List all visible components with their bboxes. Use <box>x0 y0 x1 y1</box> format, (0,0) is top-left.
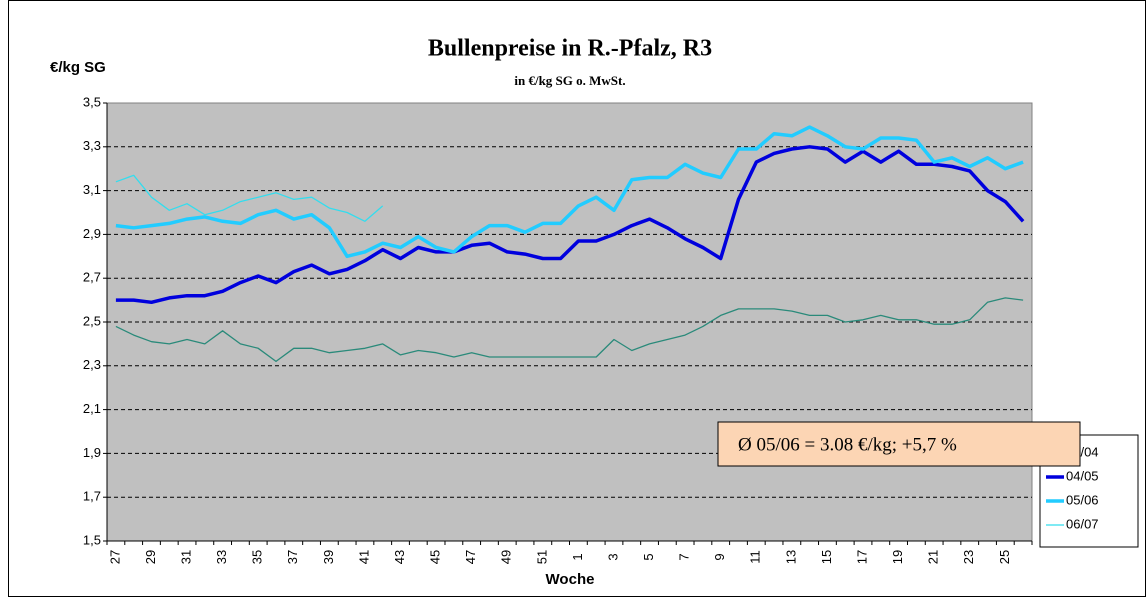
x-axis-label: Woche <box>546 571 595 588</box>
legend-label: 05/06 <box>1066 492 1099 507</box>
x-tick-label: 15 <box>819 550 834 564</box>
series-line <box>115 145 1025 305</box>
x-tick-label: 23 <box>961 550 976 564</box>
x-tick-label: 47 <box>463 550 478 564</box>
series-line <box>115 174 384 222</box>
y-tick-label: 3,1 <box>83 182 101 197</box>
legend-label: 06/07 <box>1066 516 1099 531</box>
x-tick-label: 1 <box>570 553 585 560</box>
x-tick-label: 7 <box>677 553 692 560</box>
y-tick-label: 2,5 <box>83 313 101 328</box>
y-tick-label: 2,3 <box>83 357 101 372</box>
legend-label: 04/05 <box>1066 468 1099 483</box>
x-tick-label: 43 <box>392 550 407 564</box>
y-tick-label: 2,7 <box>83 270 101 285</box>
x-tick-label: 19 <box>890 550 905 564</box>
y-tick-label: 1,5 <box>83 532 101 547</box>
x-tick-label: 27 <box>107 550 122 564</box>
x-tick-label: 35 <box>250 550 265 564</box>
x-tick-label: 5 <box>641 553 656 560</box>
series-line <box>115 297 1024 363</box>
y-tick-label: 3,5 <box>83 94 101 109</box>
y-tick-label: 1,7 <box>83 489 101 504</box>
x-tick-label: 21 <box>926 550 941 564</box>
y-axis-label: €/kg SG <box>50 59 106 76</box>
series-line <box>115 125 1024 259</box>
x-tick-label: 41 <box>356 550 371 564</box>
x-tick-label: 49 <box>499 550 514 564</box>
x-tick-label: 51 <box>534 550 549 564</box>
y-tick-label: 1,9 <box>83 445 101 460</box>
x-tick-label: 45 <box>428 550 443 564</box>
y-tick-label: 2,9 <box>83 226 101 241</box>
x-tick-label: 9 <box>712 553 727 560</box>
annotation-box <box>717 421 1081 467</box>
x-tick-label: 33 <box>214 550 229 564</box>
x-tick-label: 17 <box>854 550 869 564</box>
x-tick-label: 3 <box>605 553 620 560</box>
x-tick-label: 31 <box>178 550 193 564</box>
x-tick-label: 11 <box>748 550 763 564</box>
chart-title: Bullenpreise in R.-Pfalz, R3 <box>428 36 712 62</box>
annotation: Ø 05/06 = 3.08 €/kg; +5,7 % <box>738 434 957 455</box>
x-tick-label: 25 <box>997 550 1012 564</box>
y-tick-label: 2,1 <box>83 401 101 416</box>
y-tick-label: 3,3 <box>83 138 101 153</box>
x-tick-label: 39 <box>321 550 336 564</box>
x-tick-label: 37 <box>285 550 300 564</box>
x-tick-label: 29 <box>143 550 158 564</box>
x-tick-label: 13 <box>783 550 798 564</box>
chart-subtitle: in €/kg SG o. MwSt. <box>514 73 625 88</box>
